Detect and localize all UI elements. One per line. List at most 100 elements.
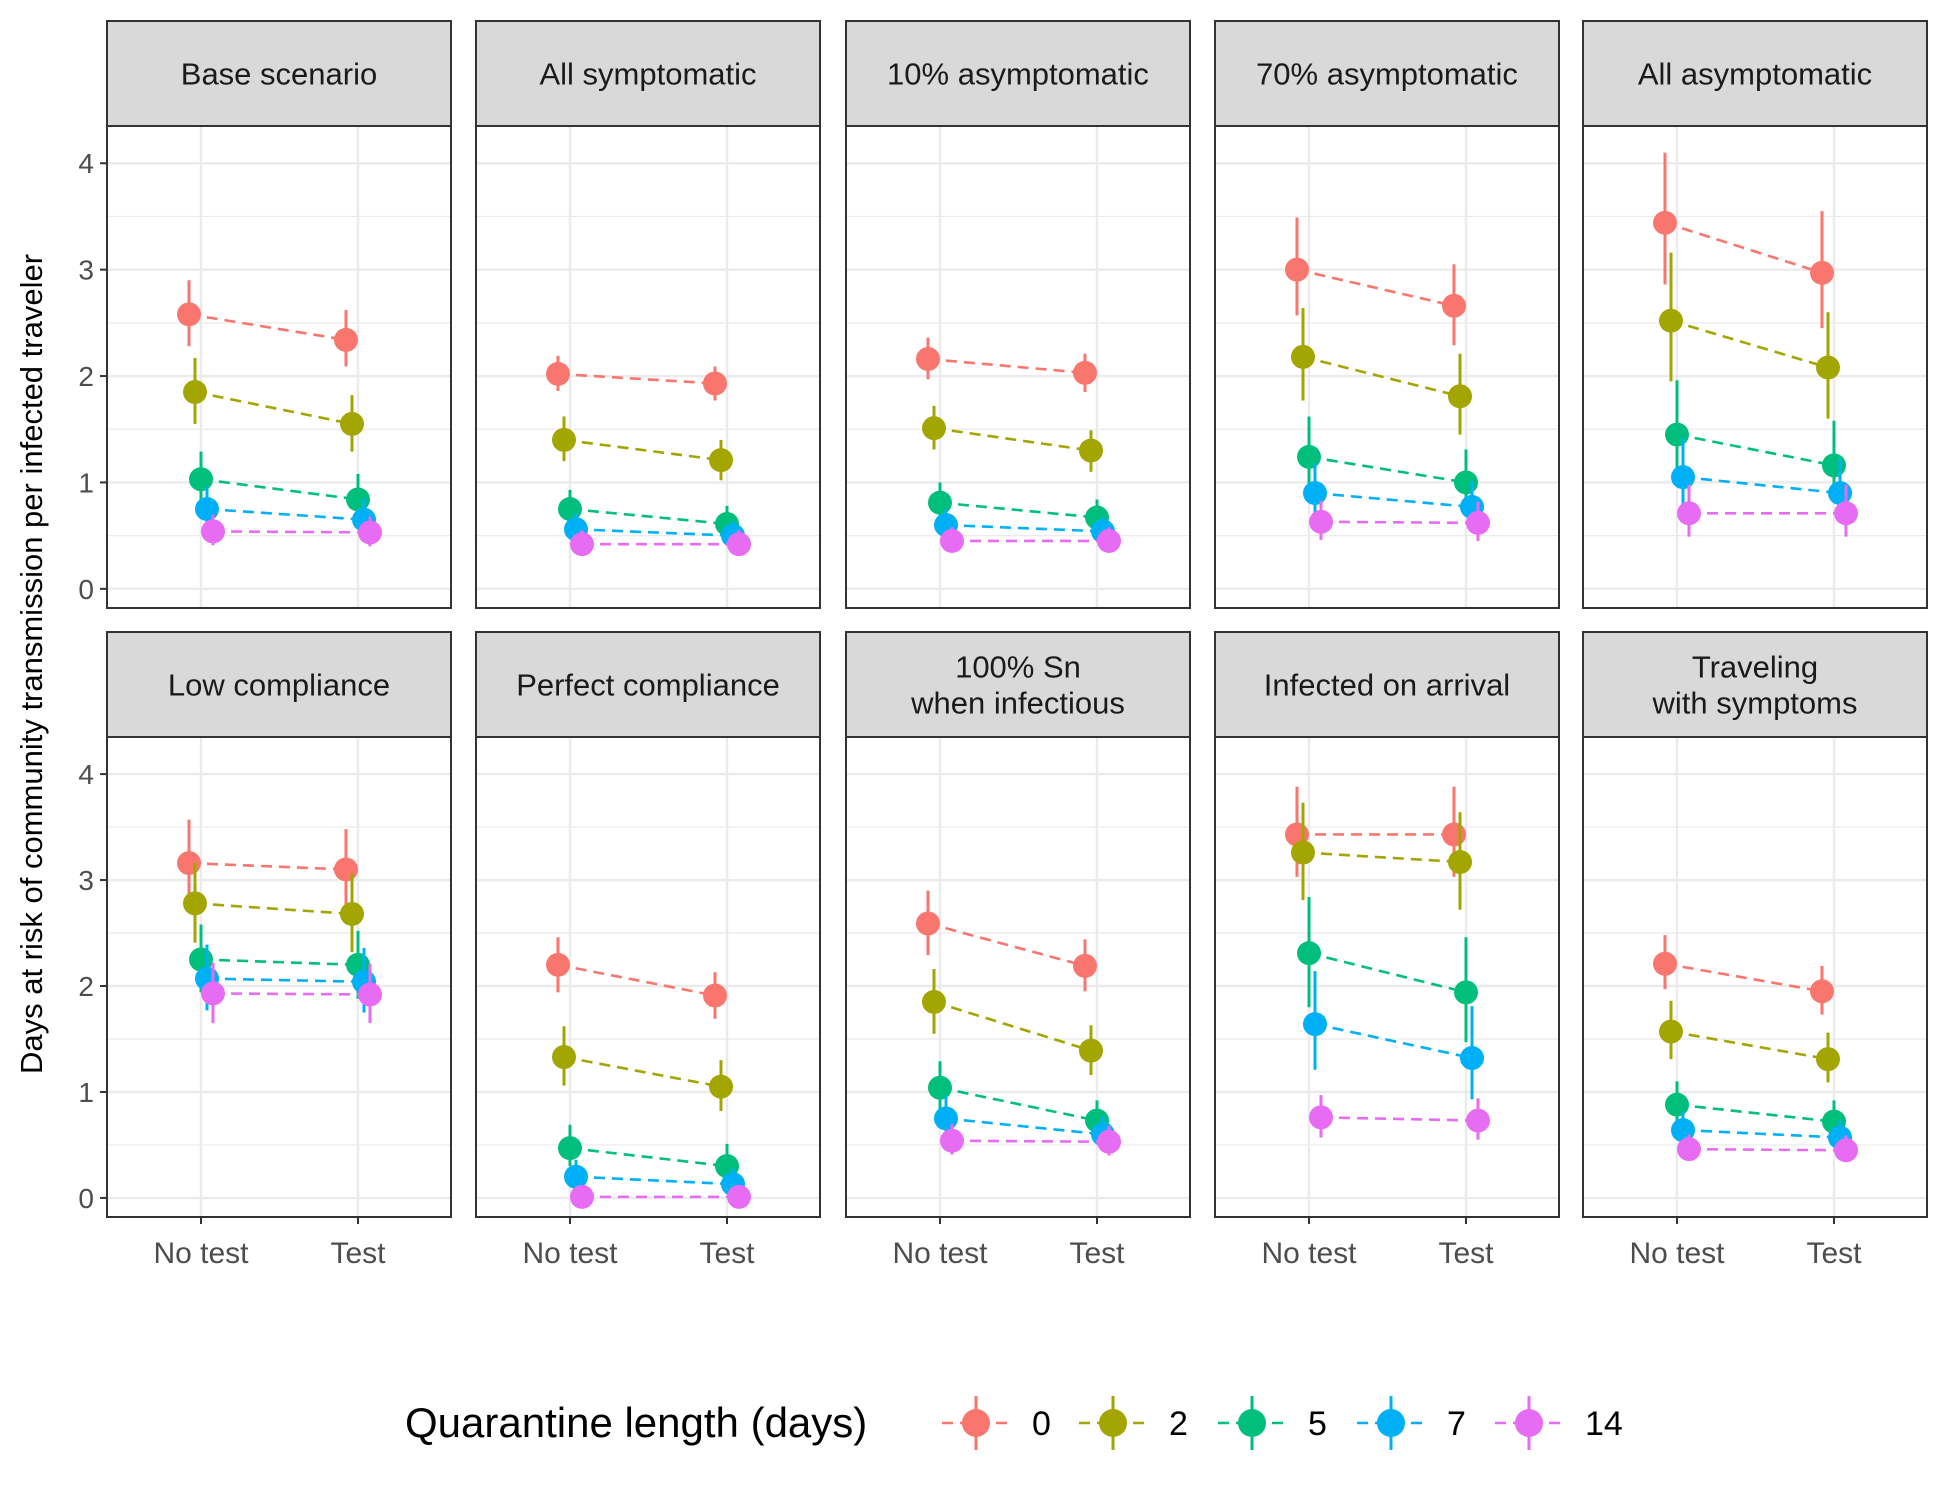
x-tick-label: No test <box>1629 1237 1725 1270</box>
data-point <box>340 901 364 926</box>
panel-border <box>1214 736 1560 1218</box>
panel-border <box>845 125 1191 609</box>
facet-title: 70% asymptomatic <box>1256 57 1518 92</box>
series-line <box>1676 1103 1835 1123</box>
legend-key-point <box>1099 1409 1127 1437</box>
legend-item: 5 <box>1218 1396 1327 1450</box>
panel-border <box>106 736 452 1218</box>
series-line <box>557 963 716 997</box>
x-tick-label: Test <box>1806 1237 1862 1270</box>
series-line <box>569 1146 728 1168</box>
data-point <box>1677 501 1701 526</box>
data-point <box>928 490 952 515</box>
facet-panel: All symptomatic <box>475 20 821 609</box>
facet-strip <box>845 20 1191 127</box>
data-point <box>1659 1019 1683 1044</box>
data-point <box>940 1128 964 1153</box>
series-line <box>1308 951 1467 994</box>
series-line <box>945 1117 1104 1136</box>
data-point <box>177 851 201 876</box>
facet-strip <box>845 631 1191 738</box>
facet-title: All asymptomatic <box>1638 57 1872 92</box>
data-point <box>1460 1046 1484 1071</box>
series-line <box>575 527 734 537</box>
data-point <box>195 497 219 522</box>
series-line <box>563 1055 722 1088</box>
series-line <box>557 372 716 385</box>
data-point <box>1822 453 1846 478</box>
data-point <box>1834 1138 1858 1163</box>
data-point <box>189 467 213 492</box>
legend-label: 5 <box>1308 1405 1327 1443</box>
legend-key-point <box>1515 1409 1543 1437</box>
legend-label: 0 <box>1032 1405 1051 1443</box>
facet-strip <box>475 631 821 738</box>
data-point <box>346 487 370 512</box>
series-line <box>1302 851 1461 864</box>
data-point <box>922 416 946 441</box>
series-line <box>212 992 371 996</box>
data-point <box>570 1184 594 1209</box>
panel-border <box>1214 125 1560 609</box>
data-point <box>552 1045 576 1069</box>
x-tick-label: No test <box>892 1237 988 1270</box>
facet-strip <box>475 20 821 127</box>
facet-title: when infectious <box>910 686 1125 721</box>
y-tick-label: 4 <box>78 148 94 179</box>
y-tick-label: 3 <box>78 865 94 896</box>
data-point <box>940 528 964 553</box>
data-point <box>1079 1038 1103 1063</box>
plot-background <box>1583 126 1927 608</box>
data-point <box>570 532 594 557</box>
x-tick-label: Test <box>1438 1237 1494 1270</box>
plot-background <box>846 737 1190 1217</box>
data-point <box>1309 1105 1333 1130</box>
data-point <box>358 520 382 545</box>
plot-background <box>476 737 820 1217</box>
data-point <box>1291 840 1315 865</box>
data-point <box>201 519 225 544</box>
facet-title: 10% asymptomatic <box>887 57 1149 92</box>
plot-background <box>476 126 820 608</box>
data-point <box>1442 293 1466 318</box>
legend-item: 0 <box>942 1396 1051 1450</box>
series-line <box>951 1139 1110 1144</box>
data-point <box>1285 257 1309 282</box>
series-line <box>1314 491 1473 509</box>
data-point <box>334 857 358 882</box>
panel-border <box>475 736 821 1218</box>
data-point <box>928 1075 952 1100</box>
data-point <box>183 380 207 405</box>
facet-strip <box>1214 20 1560 127</box>
y-axes: 0 1 2 3 4 0 1 2 3 4 <box>78 148 107 1214</box>
series-line <box>1664 221 1823 275</box>
legend-label: 7 <box>1447 1405 1466 1443</box>
x-axes: No test Test No test Test No test Test No test… <box>153 1217 1862 1270</box>
series-line <box>927 922 1086 968</box>
panel-border <box>845 736 1191 1218</box>
x-tick-label: Test <box>699 1237 755 1270</box>
data-point <box>703 983 727 1008</box>
legend-item: 14 <box>1495 1396 1623 1450</box>
series-line <box>206 977 365 984</box>
data-point <box>916 911 940 936</box>
data-point <box>1448 384 1472 409</box>
facet-title: Base scenario <box>181 57 377 92</box>
data-point <box>1653 210 1677 235</box>
data-point <box>1448 850 1472 875</box>
data-point <box>1303 481 1327 506</box>
panel-border <box>1582 736 1928 1218</box>
series-line <box>188 861 347 871</box>
plot-background <box>107 737 451 1217</box>
data-point <box>546 361 570 386</box>
y-tick-label: 2 <box>78 971 94 1002</box>
facet-panels: Base scenario All symptomatic 10% asymptom… <box>106 20 1928 1218</box>
data-point <box>1309 509 1333 534</box>
data-point <box>1303 1012 1327 1037</box>
series-line <box>1314 1022 1473 1060</box>
facet-strip <box>1582 631 1928 738</box>
series-line <box>1682 475 1841 495</box>
legend: Quarantine length (days) 0 2 5 7 14 <box>405 1396 1623 1450</box>
